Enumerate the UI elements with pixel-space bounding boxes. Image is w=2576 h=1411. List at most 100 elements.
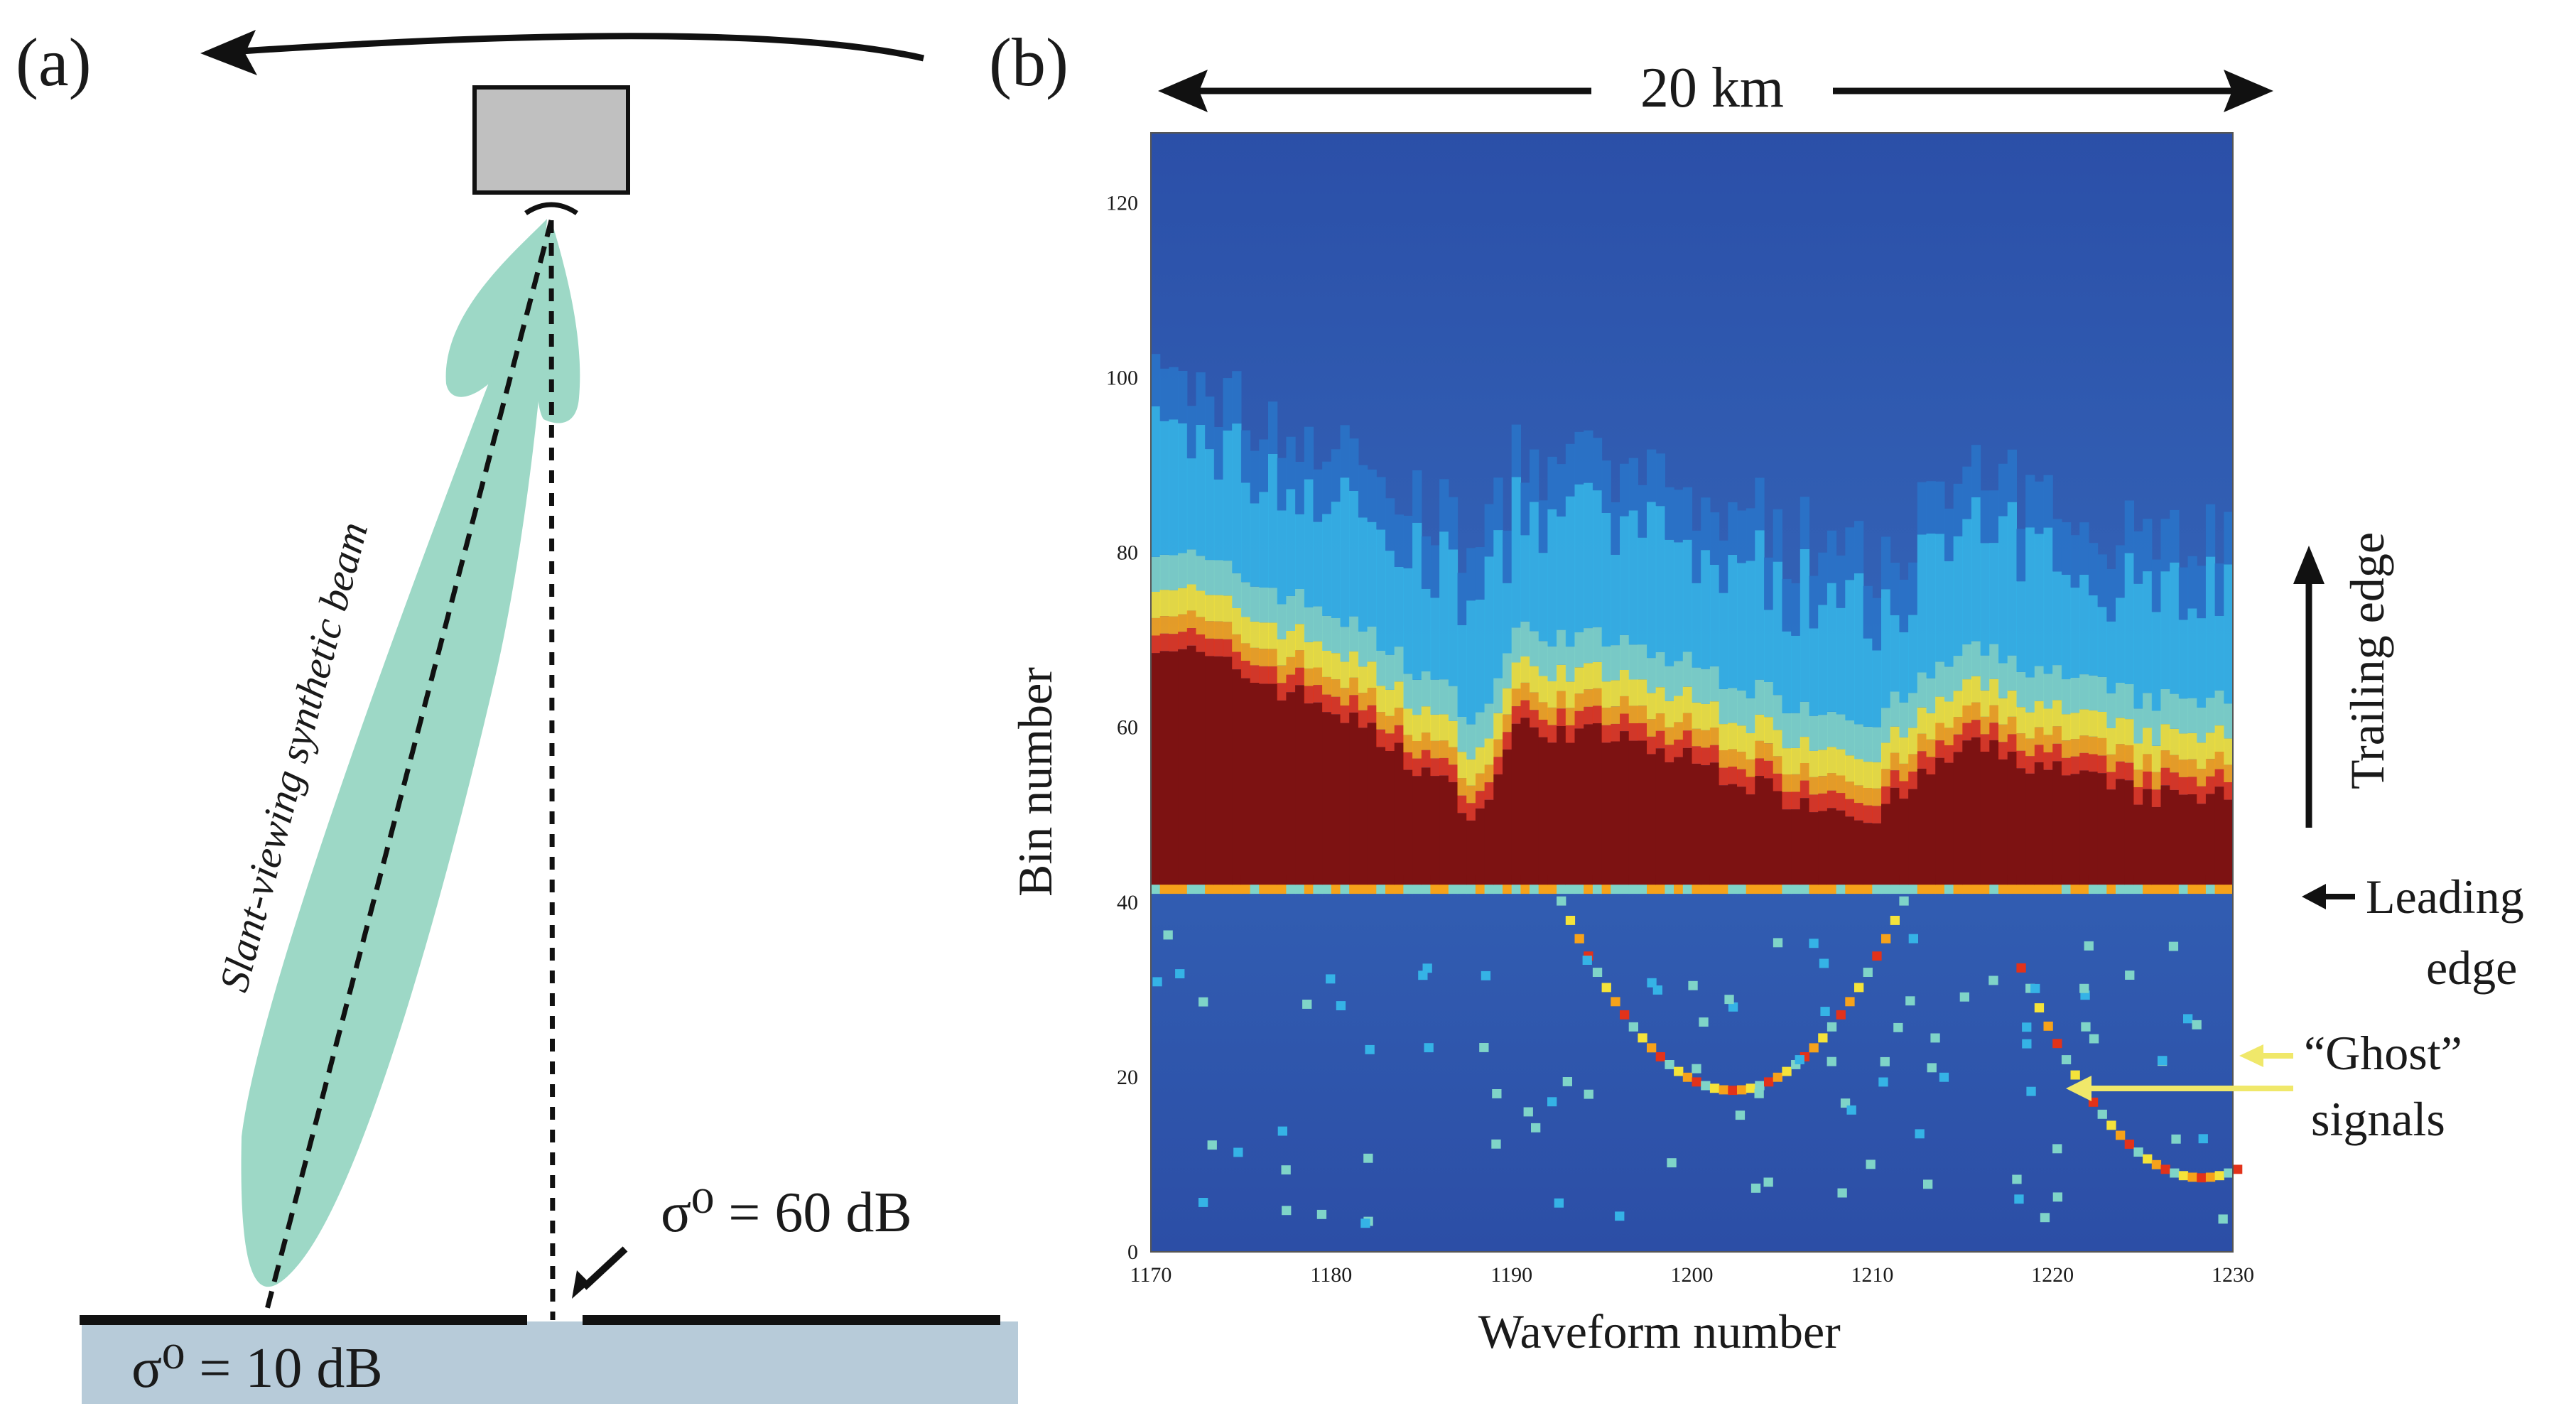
heatmap-band-cell (1592, 688, 1603, 706)
heatmap-band-cell (2025, 677, 2035, 713)
heatmap-band-cell (2151, 710, 2162, 746)
heatmap-band-cell (2097, 737, 2107, 756)
heatmap-core-column (1899, 799, 1909, 885)
noise-speckle-cell (1523, 1107, 1533, 1117)
leading-edge-cell (2205, 885, 2216, 894)
heatmap-band-cell (1574, 693, 1584, 711)
heatmap-band-cell (1980, 690, 1990, 717)
heatmap-band-cell (1665, 539, 1674, 666)
heatmap-band-cell (1574, 710, 1584, 729)
heatmap-band-cell (1764, 717, 1774, 744)
heatmap-core-column (2079, 770, 2089, 885)
heatmap-band-cell (2116, 545, 2126, 598)
noise-speckle-cell (1866, 1159, 1876, 1169)
heatmap-band-cell (1998, 516, 2008, 664)
heatmap-band-cell (1511, 662, 1521, 689)
heatmap-band-cell (1709, 728, 1720, 745)
heatmap-band-cell (1213, 479, 1224, 561)
heatmap-band-cell (1565, 681, 1576, 708)
heatmap-core-column (1457, 813, 1467, 885)
noise-speckle-cell (2081, 1022, 2091, 1032)
heatmap-band-cell (1926, 713, 1936, 740)
heatmap-band-cell (1421, 671, 1432, 707)
heatmap-band-cell (1971, 720, 1981, 737)
heatmap-band-cell (1151, 556, 1161, 592)
heatmap-band-cell (1196, 556, 1206, 591)
ghost-signal-cell (1818, 1033, 1828, 1043)
heatmap-band-cell (1827, 773, 1837, 791)
noise-speckle-cell (2198, 1134, 2208, 1144)
ghost-signal-cell (1665, 1060, 1674, 1069)
heatmap-band-cell (1186, 628, 1197, 646)
heatmap-band-cell (1845, 580, 1855, 720)
heatmap-band-cell (1530, 666, 1539, 693)
leading-edge-cell (1277, 885, 1287, 894)
heatmap-core-column (1159, 651, 1169, 885)
heatmap-band-cell (1493, 678, 1503, 713)
heatmap-band-cell (1511, 627, 1521, 663)
heatmap-band-cell (1178, 614, 1188, 632)
heatmap-core-column (1845, 816, 1855, 885)
heatmap-band-cell (1881, 742, 1891, 769)
leading-edge-cell (1998, 885, 2008, 894)
heatmap-band-cell (1295, 462, 1305, 514)
trailing-edge-arrowhead (2293, 546, 2325, 584)
heatmap-band-cell (1557, 464, 1566, 517)
noise-speckle-cell (1531, 1123, 1541, 1132)
heatmap-band-cell (1367, 521, 1377, 627)
heatmap-band-cell (1213, 621, 1224, 639)
heatmap-band-cell (2187, 698, 2197, 733)
heatmap-band-cell (1358, 632, 1368, 667)
heatmap-band-cell (1295, 650, 1305, 668)
heatmap-band-cell (2025, 475, 2035, 528)
heatmap-band-cell (1466, 724, 1476, 759)
noise-speckle-cell (2171, 1134, 2181, 1144)
heatmap-band-cell (2124, 553, 2134, 684)
heatmap-band-cell (1493, 757, 1503, 774)
heatmap-band-cell (1520, 621, 1530, 656)
heatmap-band-cell (1186, 406, 1197, 459)
heatmap-band-cell (1268, 622, 1278, 649)
noise-speckle-cell (1939, 1072, 1949, 1082)
ghost-signal-cell (1899, 896, 1909, 906)
heatmap-band-cell (1466, 600, 1476, 725)
heatmap-core-column (2088, 772, 2099, 885)
heatmap-band-cell (1268, 649, 1278, 666)
leading-edge-cell (1926, 885, 1936, 894)
heatmap-band-cell (1331, 653, 1341, 680)
heatmap-core-column (1503, 749, 1512, 885)
heatmap-band-cell (1611, 706, 1620, 724)
heatmap-band-cell (1872, 598, 1882, 651)
heatmap-band-cell (1574, 632, 1584, 668)
noise-speckle-cell (2052, 1144, 2062, 1154)
heatmap-band-cell (1728, 723, 1738, 750)
leading-edge-cell (1628, 885, 1638, 894)
leading-edge-cell (2070, 885, 2080, 894)
heatmap-band-cell (1186, 610, 1197, 628)
heatmap-band-cell (1872, 788, 1882, 806)
heatmap-band-cell (1773, 756, 1782, 774)
y-tick-label: 100 (1106, 367, 1138, 390)
heatmap-core-column (1611, 741, 1620, 885)
leading-edge-cell (1836, 885, 1846, 894)
heatmap-band-cell (1178, 371, 1188, 423)
heatmap-band-cell (1692, 667, 1701, 703)
heatmap-band-cell (2143, 754, 2153, 772)
noise-speckle-cell (1878, 1077, 1888, 1087)
leading-edge-cell (1709, 885, 1720, 894)
heatmap-band-cell (1240, 661, 1251, 679)
heatmap-band-cell (1349, 677, 1359, 696)
noise-speckle-cell (1418, 971, 1428, 980)
heatmap-band-cell (1791, 583, 1801, 636)
ghost-signal-cell (1557, 896, 1566, 906)
leading-edge-cell (1719, 885, 1728, 894)
heatmap-core-column (1313, 702, 1323, 885)
heatmap-band-cell (1232, 608, 1242, 634)
heatmap-band-cell (2160, 571, 2170, 689)
heatmap-band-cell (1971, 641, 1981, 676)
leading-edge-cell (1800, 885, 1810, 894)
heatmap-band-cell (2151, 789, 2162, 807)
heatmap-band-cell (1277, 458, 1287, 511)
heatmap-core-column (2205, 794, 2216, 885)
heatmap-band-cell (2151, 772, 2162, 790)
